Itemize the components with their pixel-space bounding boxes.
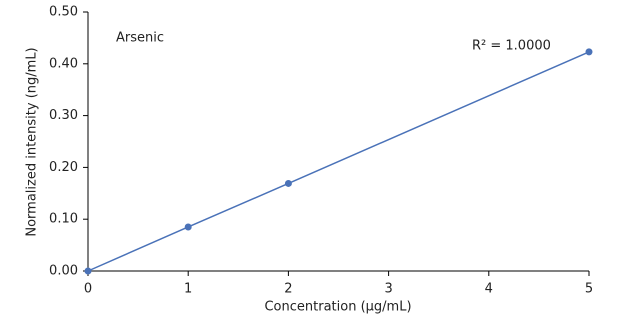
x-tick-label: 2 — [284, 282, 292, 297]
x-axis-label: Concentration (µg/mL) — [264, 300, 411, 315]
x-tick-label: 1 — [184, 282, 192, 297]
point — [184, 223, 192, 231]
y-axis-label: Normalized intensity (ng/mL) — [25, 47, 40, 236]
x-tick-label: 4 — [485, 282, 493, 297]
y-tick-label: 0.10 — [49, 212, 78, 227]
x-tick-label: 0 — [84, 282, 92, 297]
x-tick-label: 3 — [384, 282, 392, 297]
x-tick-label: 5 — [585, 282, 593, 297]
y-tick-label: 0.00 — [49, 264, 78, 279]
point — [284, 179, 292, 187]
y-tick-label: 0.40 — [49, 56, 78, 71]
y-tick-label: 0.50 — [49, 5, 78, 20]
y-tick-label: 0.20 — [49, 160, 78, 175]
annotation: R² = 1.0000 — [472, 39, 551, 54]
trend-line — [87, 51, 590, 272]
point — [84, 267, 92, 275]
annotation: Arsenic — [116, 31, 164, 46]
y-tick-label: 0.30 — [49, 108, 78, 123]
point — [585, 48, 593, 56]
